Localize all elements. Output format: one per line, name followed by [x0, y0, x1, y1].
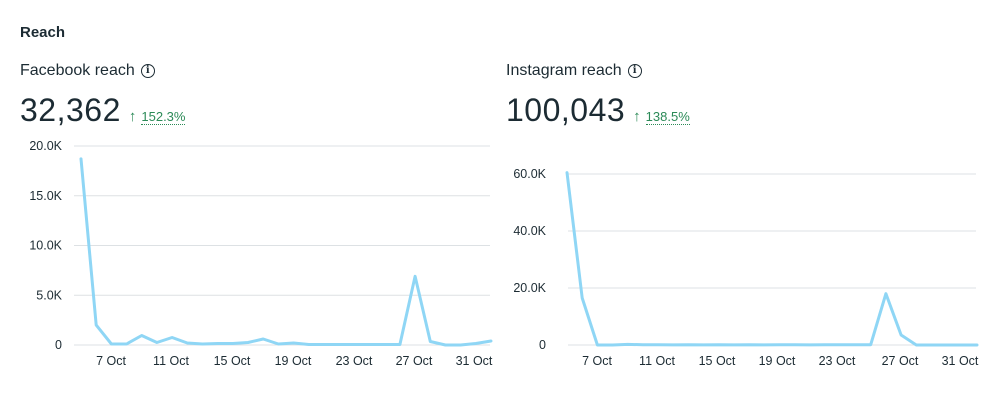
instagram-y-tick-label: 0 [539, 338, 546, 352]
facebook-x-tick-label: 11 Oct [153, 354, 189, 368]
instagram-x-tick-label: 11 Oct [639, 354, 675, 368]
facebook-x-tick-label: 27 Oct [396, 354, 433, 368]
facebook-y-tick-label: 20.0K [29, 139, 62, 153]
instagram-y-tick-label: 60.0K [513, 167, 546, 181]
facebook-reach-change-percent[interactable]: 152.3% [141, 109, 186, 125]
facebook-reach-panel: Facebook reach i 32,362 ↑ 152.3% 0 5.0K 10… [0, 0, 500, 414]
facebook-reach-label: Facebook reach [20, 62, 135, 79]
facebook-y-tick-label: 0 [55, 338, 62, 352]
instagram-x-tick-label: 23 Oct [819, 354, 856, 368]
arrow-up-icon: ↑ [633, 108, 641, 125]
instagram-x-tick-label: 7 Oct [582, 354, 612, 368]
instagram-reach-chart: 0 20.0K 40.0K 60.0K 7 Oct 11 Oct 15 Oct 19 Oct 2… [513, 167, 979, 368]
facebook-x-tick-label: 19 Oct [275, 354, 312, 368]
instagram-reach-change: ↑ 138.5% [633, 108, 690, 125]
info-icon[interactable]: i [627, 64, 642, 78]
facebook-reach-chart: 0 5.0K 10.0K 15.0K 20.0K 7 Oct 11 Oct 15 Oct 19 … [29, 139, 493, 368]
instagram-y-tick-label: 40.0K [513, 224, 546, 238]
facebook-reach-value-row: 32,362 ↑ 152.3% [20, 92, 186, 129]
facebook-x-tick-label: 23 Oct [336, 354, 373, 368]
instagram-y-tick-label: 20.0K [513, 281, 546, 295]
facebook-y-tick-label: 5.0K [36, 288, 62, 302]
info-icon[interactable]: i [140, 64, 155, 78]
instagram-reach-value-row: 100,043 ↑ 138.5% [506, 92, 690, 129]
instagram-x-tick-label: 15 Oct [699, 354, 736, 368]
arrow-up-icon: ↑ [128, 108, 137, 125]
facebook-reach-value: 32,362 [20, 92, 121, 128]
facebook-y-tick-label: 10.0K [29, 239, 62, 253]
instagram-reach-panel: Instagram reach i 100,043 ↑ 138.5% 0 20.0… [486, 0, 1004, 414]
instagram-x-tick-label: 27 Oct [882, 354, 919, 368]
section-title: Reach [20, 24, 66, 41]
instagram-x-tick-label: 19 Oct [759, 354, 796, 368]
facebook-series-line [79, 157, 493, 347]
facebook-x-tick-label: 15 Oct [214, 354, 251, 368]
instagram-reach-label: Instagram reach [506, 62, 622, 79]
facebook-reach-change: ↑ 152.3% [129, 108, 186, 125]
instagram-x-tick-label: 31 Oct [942, 354, 979, 368]
facebook-y-tick-label: 15.0K [29, 189, 62, 203]
facebook-x-tick-label: 31 Oct [456, 354, 493, 368]
facebook-x-tick-label: 7 Oct [96, 354, 126, 368]
instagram-reach-label-row: Instagram reach i [506, 62, 642, 80]
instagram-reach-value: 100,043 [506, 92, 626, 128]
facebook-reach-label-row: Facebook reach i [20, 62, 155, 80]
instagram-series-line [565, 171, 979, 347]
instagram-reach-change-percent[interactable]: 138.5% [645, 109, 690, 125]
